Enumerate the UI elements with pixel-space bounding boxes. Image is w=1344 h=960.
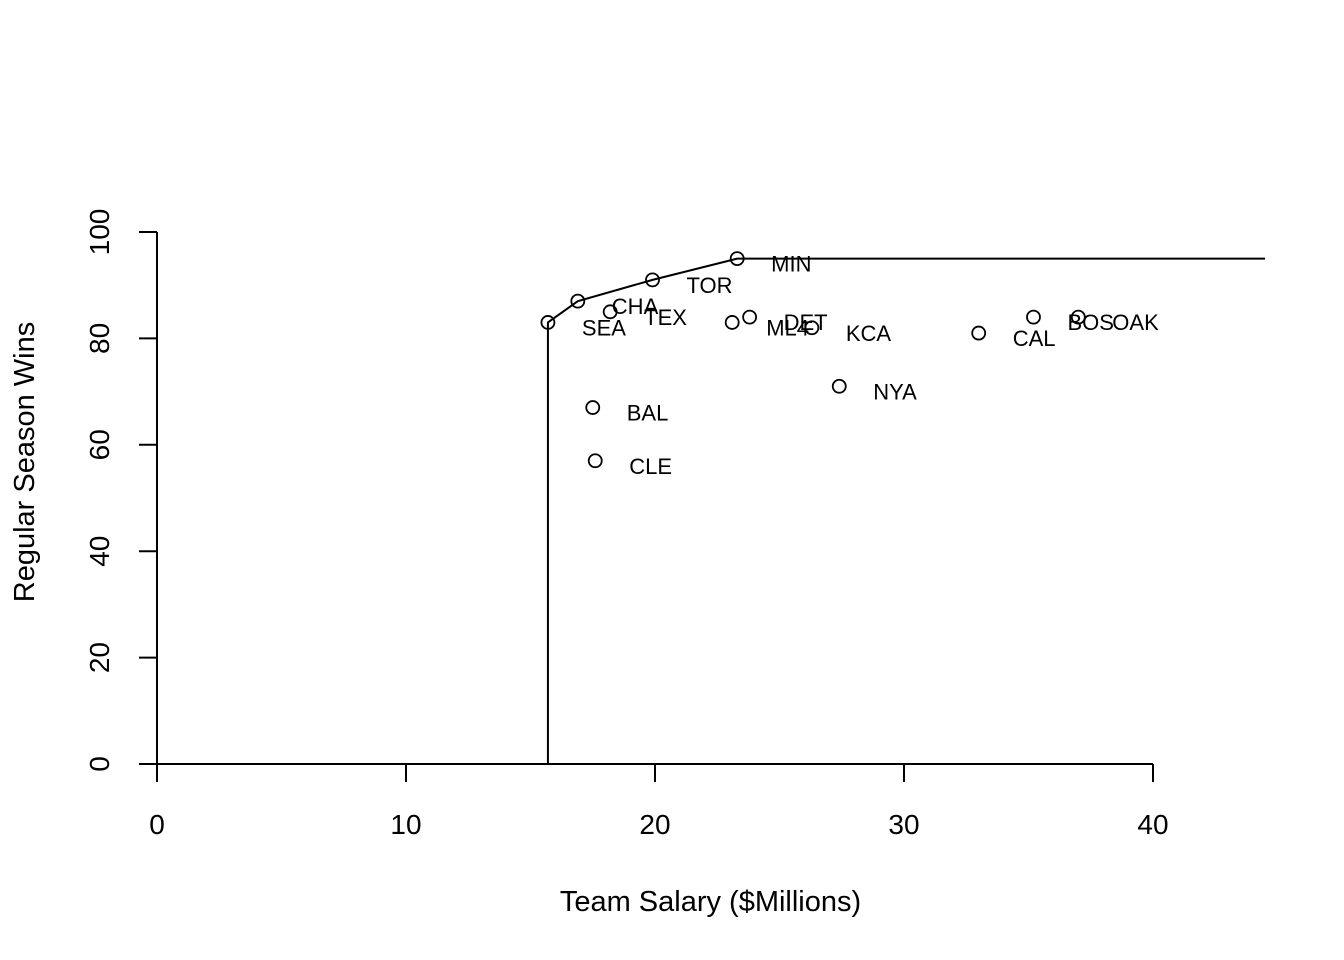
efficiency-frontier-line: [546, 257, 1266, 764]
point-label-sea: SEA: [582, 315, 626, 340]
y-ticks: 0 20 40 60 80 100: [84, 209, 157, 772]
point-label-det: DET: [784, 310, 828, 335]
y-tick-label: 20: [84, 642, 115, 673]
point-cha: [570, 293, 586, 309]
point-label-bos: BOS: [1067, 310, 1113, 335]
point-label-ml4: ML4: [766, 315, 809, 340]
data-points: [540, 251, 1086, 469]
point-label-nya: NYA: [873, 379, 917, 404]
point-cle: [587, 453, 603, 469]
y-axis-title: Regular Season Wins: [9, 322, 41, 602]
point-det: [742, 309, 758, 325]
point-tex: [602, 304, 618, 320]
point-label-cal: CAL: [1013, 326, 1056, 351]
y-tick-label: 100: [84, 209, 115, 256]
x-ticks: 0 10 20 30 40: [149, 764, 1169, 840]
point-bal: [585, 400, 601, 415]
point-min: [729, 251, 745, 267]
x-tick-label: 30: [888, 809, 919, 840]
y-tick-label: 60: [84, 429, 115, 460]
point-label-kca: KCA: [846, 321, 892, 346]
axes: 0 10 20 30 40 0 20 40 60 80 100: [84, 209, 1169, 840]
point-tor: [645, 272, 660, 288]
y-tick-label: 0: [84, 756, 115, 772]
x-tick-label: 40: [1137, 809, 1168, 840]
point-nya: [831, 378, 847, 394]
x-tick-label: 20: [639, 809, 670, 840]
point-label-tor: TOR: [687, 273, 733, 298]
point-label-oak: OAK: [1112, 310, 1159, 335]
point-label-tex: TEX: [644, 305, 687, 330]
point-label-min: MIN: [771, 252, 811, 277]
y-tick-label: 40: [84, 536, 115, 567]
point-oak: [1070, 309, 1086, 325]
x-axis-title: Team Salary ($Millions): [560, 886, 861, 918]
x-tick-label: 0: [149, 809, 165, 840]
y-tick-label: 80: [84, 323, 115, 354]
point-label-cle: CLE: [629, 454, 672, 479]
point-bos: [1026, 309, 1041, 325]
point-cal: [971, 325, 987, 341]
point-kca: [804, 320, 820, 336]
x-tick-label: 10: [390, 809, 421, 840]
point-ml4: [724, 315, 740, 330]
point-label-bal: BAL: [627, 401, 669, 426]
point-sea: [540, 315, 556, 330]
point-label-cha: CHA: [612, 294, 659, 319]
